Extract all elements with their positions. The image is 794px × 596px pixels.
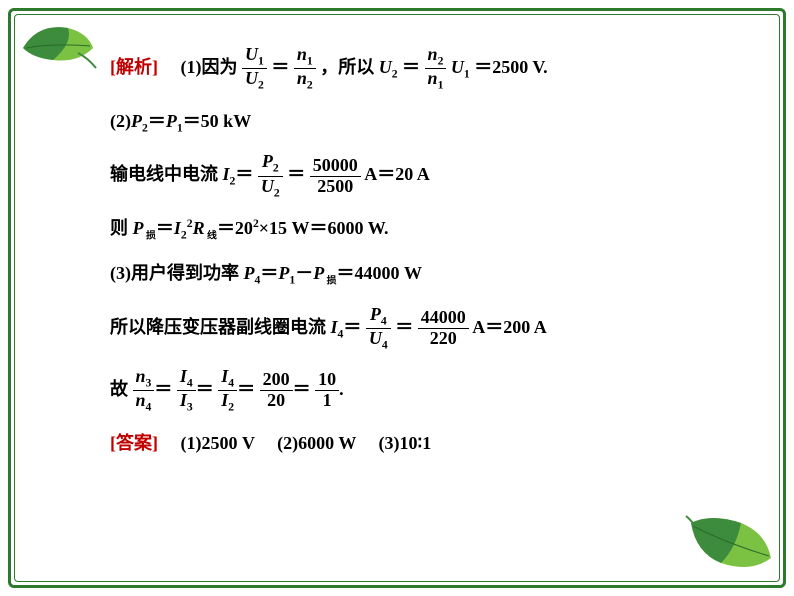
frac-u1-u2: U1 U2 (242, 45, 267, 93)
frac-n3-n4: n3 n4 (133, 367, 155, 415)
frac-n1-n2: n1 n2 (294, 45, 316, 93)
frac-44000-220: 44000 220 (418, 308, 469, 349)
line-1: [解析] (1)因为 U1 U2 ＝ n1 n2 ，所以 U2 ＝ n2 n1 … (110, 45, 734, 93)
leaf-top-icon (18, 18, 98, 73)
frac-n2-n1: n2 n1 (425, 45, 447, 93)
line-6: 所以降压变压器副线圈电流 I4＝ P4 U4 ＝ 44000 220 A＝200… (110, 305, 734, 353)
frac-p2-u2: P2 U2 (258, 152, 283, 200)
frac-i4-i2: I4 I2 (218, 367, 237, 415)
frac-200-20: 200 20 (260, 370, 293, 411)
line-5: (3)用户得到功率 P4＝P1－P 损＝44000 W (110, 259, 734, 290)
leaf-bottom-icon (681, 508, 776, 578)
line-4: 则 P 损＝I22R 线＝202×15 W＝6000 W. (110, 214, 734, 245)
answer-1: (1)2500 V (181, 433, 255, 453)
frac-p4-u4: P4 U4 (366, 305, 391, 353)
analysis-label: [解析] (110, 57, 158, 77)
answer-2: (2)6000 W (277, 433, 356, 453)
answer-line: [答案] (1)2500 V (2)6000 W (3)10∶1 (110, 429, 734, 458)
frac-i4-i3: I4 I3 (177, 367, 196, 415)
frac-10-1: 10 1 (315, 370, 339, 411)
line-2: (2)P2＝P1＝50 kW (110, 107, 734, 138)
content-area: [解析] (1)因为 U1 U2 ＝ n1 n2 ，所以 U2 ＝ n2 n1 … (110, 45, 734, 471)
answer-label: [答案] (110, 433, 158, 453)
line-3: 输电线中电流 I2＝ P2 U2 ＝ 50000 2500 A＝20 A (110, 152, 734, 200)
line-7: 故 n3 n4 ＝ I4 I3 ＝ I4 I2 ＝ 200 20 ＝ 10 1 … (110, 367, 734, 415)
frac-50000-2500: 50000 2500 (310, 156, 361, 197)
answer-3: (3)10∶1 (379, 433, 432, 453)
